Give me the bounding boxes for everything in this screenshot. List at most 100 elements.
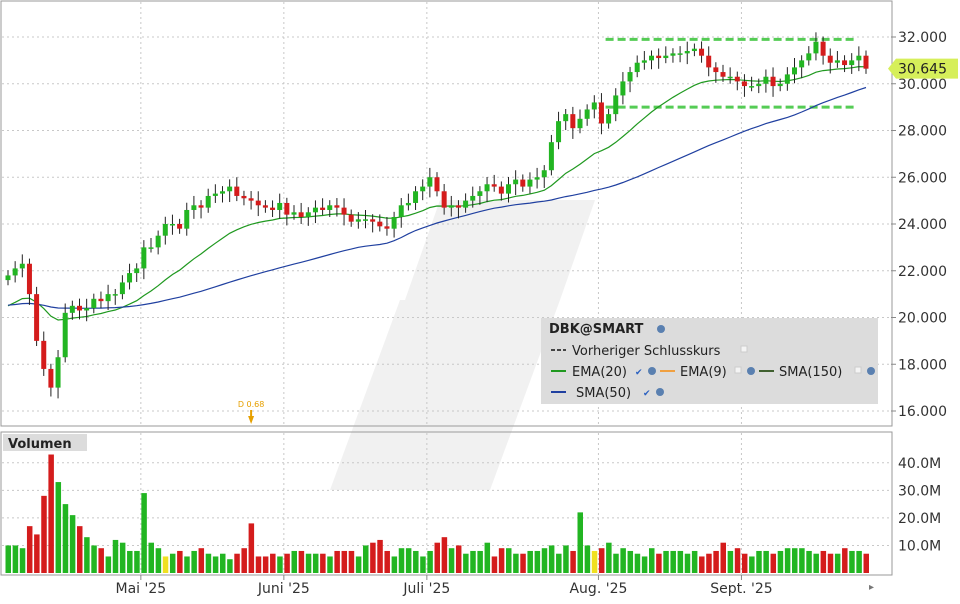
volume-bar	[177, 550, 183, 573]
volume-bar	[691, 550, 698, 573]
candle-body	[598, 102, 604, 124]
candle-body	[255, 200, 261, 206]
x-axis: Mai '25 Juni '25 Juli '25 Aug. '25 Sept. '25	[1, 574, 892, 597]
volume-bar	[541, 548, 548, 573]
candle-body	[584, 109, 590, 119]
candle-body	[699, 48, 705, 56]
legend-ema9-label[interactable]: EMA(9)	[680, 365, 727, 380]
candle-body	[491, 184, 497, 187]
x-tick-label: Juli '25	[402, 581, 450, 597]
volume-bar	[248, 523, 255, 573]
volume-bar	[699, 556, 705, 573]
legend: DBK@SMART Vorheriger Schlusskurs EMA(20)…	[541, 318, 878, 404]
candle-body	[220, 191, 225, 194]
settings-icon[interactable]	[656, 388, 664, 396]
volume-bar	[763, 550, 769, 573]
legend-sma50-label[interactable]: SMA(50)	[576, 386, 631, 401]
candle-body	[577, 118, 583, 129]
volume-bar	[806, 550, 812, 573]
legend-sma150-label[interactable]: SMA(150)	[779, 365, 842, 380]
dividend-marker[interactable]: D 0.68	[238, 400, 265, 424]
volume-bar	[734, 548, 741, 573]
settings-icon[interactable]	[747, 367, 755, 375]
candle-body	[384, 226, 390, 229]
volume-bar	[634, 553, 641, 573]
volume-bar	[262, 556, 269, 573]
volume-title: Volumen	[8, 437, 72, 452]
y-tick-label: 40.0M	[898, 456, 941, 472]
volume-bar	[277, 556, 283, 573]
volume-bar	[598, 548, 605, 573]
legend-ema20-label[interactable]: EMA(20)	[572, 365, 627, 380]
candle-body	[363, 219, 368, 221]
candle-body	[177, 224, 183, 229]
candle-body	[470, 195, 476, 201]
volume-bar	[91, 545, 97, 573]
candle-body	[463, 200, 469, 208]
volume-bar	[441, 537, 448, 573]
x-tick-label: Juni '25	[257, 581, 310, 597]
candle-body	[677, 53, 683, 55]
volume-bar	[834, 553, 841, 573]
checkbox-icon[interactable]	[854, 366, 862, 374]
volume-bar	[584, 545, 591, 573]
volume-title-box	[3, 434, 87, 451]
volume-bar	[570, 550, 576, 573]
volume-grid	[2, 433, 891, 574]
y-tick-label: 30.0M	[898, 483, 941, 499]
volume-bar	[112, 539, 119, 573]
volume-bar	[420, 556, 426, 573]
volume-bar	[477, 550, 483, 573]
candle-body	[784, 74, 790, 84]
candle-body	[634, 62, 640, 73]
volume-bar	[548, 545, 555, 573]
settings-icon[interactable]	[657, 325, 665, 333]
candle-body	[98, 298, 104, 302]
checkbox-icon[interactable]	[740, 345, 748, 353]
x-tick-label: Mai '25	[116, 581, 167, 597]
volume-bar	[363, 545, 369, 573]
candle-body	[820, 41, 826, 56]
candle-body	[155, 235, 161, 248]
candle-body	[792, 67, 797, 75]
x-tick-label: Aug. '25	[569, 581, 627, 597]
volume-bar	[134, 550, 140, 573]
y-tick-label: 16.000	[898, 404, 947, 420]
volume-bar	[98, 548, 104, 573]
candle-body	[770, 76, 776, 87]
candle-body	[520, 179, 526, 187]
check-icon[interactable]: ✔	[643, 389, 651, 399]
candle-body	[112, 294, 118, 296]
candle-body	[341, 207, 347, 215]
candle-body	[749, 86, 755, 88]
volume-bar	[148, 542, 154, 573]
candle-body	[169, 224, 175, 226]
candle-body	[348, 214, 354, 222]
candle-body	[534, 177, 540, 180]
candle-body	[198, 205, 204, 208]
volume-bar	[613, 553, 619, 573]
volume-bar	[227, 559, 233, 573]
volume-bar	[127, 550, 133, 573]
candle-body	[513, 179, 519, 185]
y-tick-label: 32.000	[898, 30, 947, 46]
volume-bar	[820, 550, 827, 573]
scroll-right-arrow-icon[interactable]: ▸	[869, 582, 874, 593]
volume-bar	[813, 553, 819, 573]
settings-icon[interactable]	[867, 367, 875, 375]
volume-bar	[5, 545, 11, 573]
volume-bar	[105, 556, 112, 573]
volume-bar	[241, 548, 247, 573]
candle-body	[26, 263, 32, 295]
checkbox-icon[interactable]	[734, 366, 742, 374]
volume-bar	[48, 454, 54, 573]
volume-bar	[849, 550, 855, 573]
candle-body	[741, 81, 747, 87]
volume-bar	[749, 556, 755, 573]
settings-icon[interactable]	[648, 367, 656, 375]
check-icon[interactable]: ✔	[635, 368, 643, 378]
candle-body	[355, 219, 361, 222]
y-tick-label: 24.000	[898, 217, 947, 233]
